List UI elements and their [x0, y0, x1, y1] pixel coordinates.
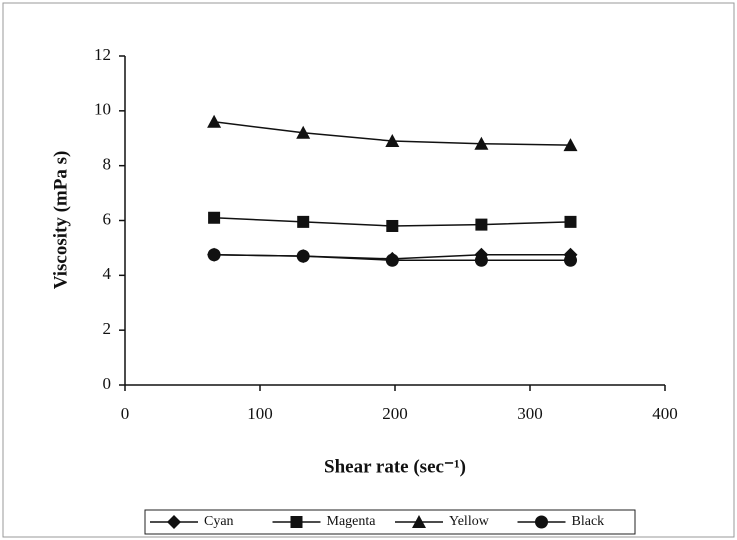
y-tick-label: 0	[103, 374, 112, 393]
x-tick-label: 200	[382, 404, 408, 423]
x-tick-label: 300	[517, 404, 543, 423]
data-point	[474, 253, 488, 267]
data-point	[297, 215, 310, 228]
data-point	[386, 219, 399, 232]
x-tick-label: 100	[247, 404, 273, 423]
data-point	[208, 211, 221, 224]
x-axis-label: Shear rate (sec⁻¹)	[324, 456, 466, 477]
legend-label: Black	[572, 514, 605, 529]
legend-label: Magenta	[327, 514, 377, 529]
legend-label: Yellow	[449, 514, 490, 529]
data-point	[563, 138, 578, 152]
data-point	[385, 253, 399, 267]
y-tick-label: 2	[103, 319, 112, 338]
data-point	[564, 253, 577, 267]
data-point	[385, 133, 400, 147]
data-point	[207, 114, 222, 128]
y-tick-label: 4	[103, 264, 112, 283]
legend-label: Cyan	[204, 514, 234, 529]
y-tick-label: 10	[94, 100, 111, 119]
legend-marker	[290, 516, 303, 528]
y-axis-label: Viscosity (mPa s)	[50, 151, 71, 290]
data-point	[475, 218, 488, 231]
legend-marker	[412, 515, 426, 528]
data-point	[296, 249, 310, 263]
x-tick-label: 0	[121, 404, 130, 423]
legend-marker	[167, 515, 181, 529]
y-tick-label: 8	[103, 155, 112, 174]
data-point	[207, 248, 221, 262]
y-tick-label: 12	[94, 45, 111, 64]
data-point	[296, 125, 311, 139]
data-point	[474, 136, 489, 150]
legend-marker	[535, 515, 548, 529]
y-tick-label: 6	[103, 209, 112, 228]
x-tick-label: 400	[652, 404, 678, 423]
data-point	[564, 215, 577, 228]
